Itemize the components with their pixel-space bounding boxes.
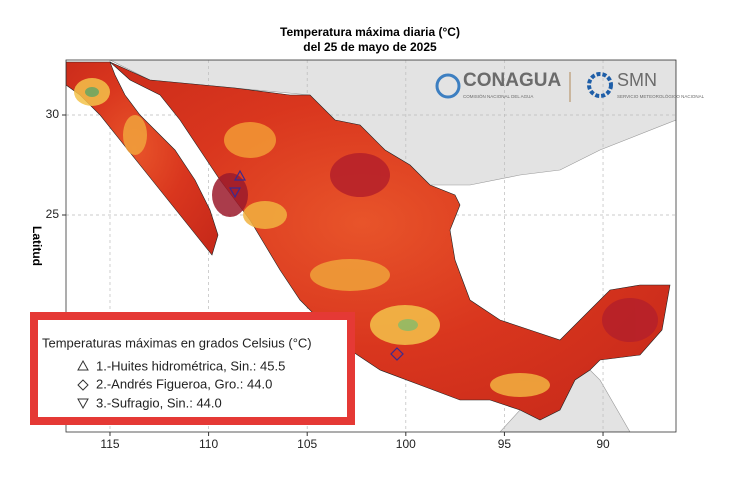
legend-title: Temperaturas máximas en grados Celsius (… <box>42 335 312 350</box>
temperature-shading <box>74 78 658 397</box>
x-tick-label: 95 <box>498 437 512 451</box>
legend-symbol <box>77 379 89 391</box>
baja-california <box>66 61 219 256</box>
conagua-logo: CONAGUA <box>463 70 561 91</box>
smn-icon <box>587 72 613 98</box>
station-marker <box>233 169 247 181</box>
legend: Temperaturas máximas en grados Celsius (… <box>30 312 355 425</box>
y-axis-label: Latitud <box>30 226 44 266</box>
x-tick-label: 90 <box>596 437 610 451</box>
conagua-icon <box>435 73 461 99</box>
legend-symbol <box>77 398 89 410</box>
x-tick-label: 105 <box>297 437 317 451</box>
logos: CONAGUA COMISIÓN NACIONAL DEL AGUA SMN S… <box>435 70 705 102</box>
plot-area <box>66 60 676 432</box>
station-marker <box>390 347 404 361</box>
legend-item: 2.-Andrés Figueroa, Gro.: 44.0 <box>96 376 272 391</box>
y-tick-label: 25 <box>46 207 60 221</box>
legend-item: 3.-Sufragio, Sin.: 44.0 <box>96 395 222 410</box>
smn-logo: SMN <box>617 70 657 90</box>
axis-ticks: 115 110 105 100 95 90 30 25 <box>46 107 610 451</box>
conagua-subtitle: COMISIÓN NACIONAL DEL AGUA <box>463 93 533 99</box>
station-marker <box>228 187 242 199</box>
plot-frame <box>65 59 677 433</box>
smn-subtitle: SERVICIO METEOROLÓGICO NACIONAL <box>617 93 705 99</box>
subtitle: del 25 de mayo de 2025 <box>303 40 437 54</box>
legend-symbol <box>77 359 89 371</box>
x-tick-label: 115 <box>100 437 119 451</box>
title: Temperatura máxima diaria (°C) <box>280 25 460 39</box>
y-tick-label: 30 <box>46 107 60 121</box>
x-tick-label: 100 <box>396 437 416 451</box>
legend-item: 1.-Huites hidrométrica, Sin.: 45.5 <box>96 358 285 373</box>
x-tick-label: 110 <box>199 437 218 451</box>
